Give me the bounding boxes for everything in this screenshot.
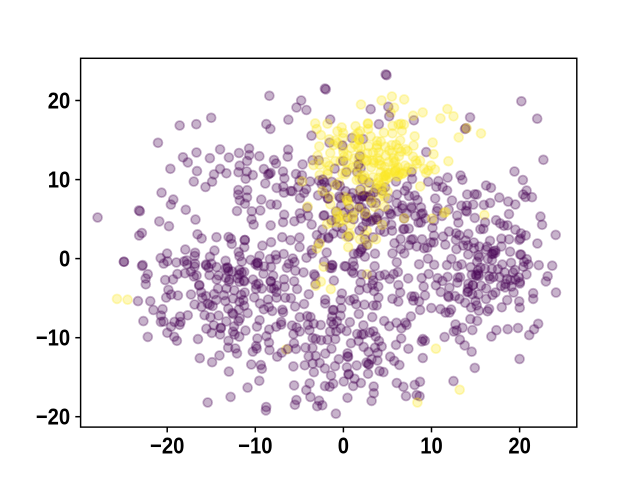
svg-text:20: 20 — [48, 87, 71, 114]
svg-text:0: 0 — [338, 432, 349, 459]
svg-text:−10: −10 — [238, 432, 272, 459]
svg-text:20: 20 — [508, 432, 531, 459]
svg-text:−20: −20 — [150, 432, 184, 459]
svg-text:−20: −20 — [36, 403, 70, 430]
svg-text:0: 0 — [59, 245, 70, 272]
svg-text:10: 10 — [48, 166, 71, 193]
svg-text:10: 10 — [420, 432, 443, 459]
svg-text:−10: −10 — [36, 324, 70, 351]
